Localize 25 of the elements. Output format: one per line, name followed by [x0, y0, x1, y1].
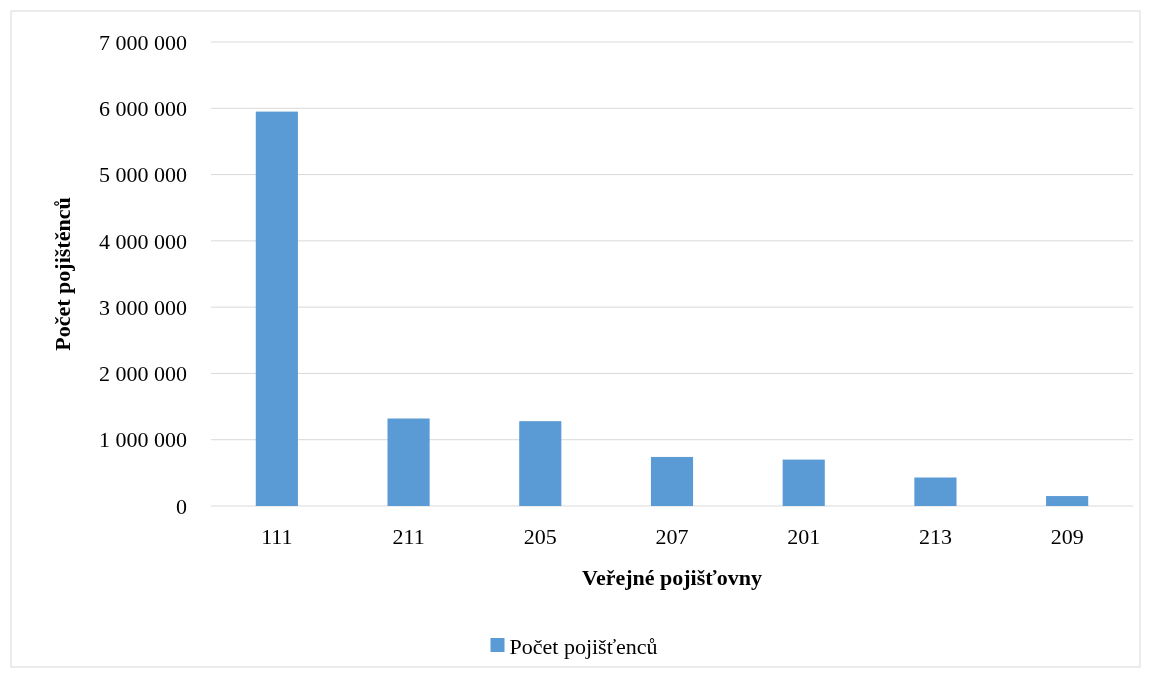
y-tick-label: 4 000 000	[99, 228, 187, 254]
x-tick-label: 205	[523, 524, 557, 549]
x-tick-label: 213	[918, 524, 952, 549]
legend-label: Počet pojišťenců	[509, 633, 658, 659]
bar	[650, 456, 694, 506]
y-axis-title: Počet pojištěnců	[50, 197, 75, 351]
x-tick-label: 207	[655, 524, 689, 549]
bar	[255, 111, 298, 506]
y-tick-label: 7 000 000	[99, 29, 187, 55]
x-tick-label: 111	[261, 524, 293, 549]
x-tick-label: 201	[787, 524, 821, 549]
bar	[519, 421, 562, 506]
y-tick-label: 0	[176, 493, 187, 519]
bar	[1046, 496, 1089, 506]
bar	[387, 418, 430, 506]
y-tick-label: 3 000 000	[99, 294, 187, 320]
x-tick-label: 211	[392, 524, 425, 549]
bar	[782, 459, 825, 506]
y-tick-label: 5 000 000	[99, 162, 187, 188]
y-tick-label: 1 000 000	[99, 427, 187, 453]
x-axis-title: Veřejné pojišťovny	[582, 565, 762, 590]
bar	[914, 477, 957, 506]
x-tick-label: 209	[1050, 524, 1084, 549]
y-tick-label: 2 000 000	[99, 361, 187, 387]
y-tick-label: 6 000 000	[99, 95, 187, 121]
